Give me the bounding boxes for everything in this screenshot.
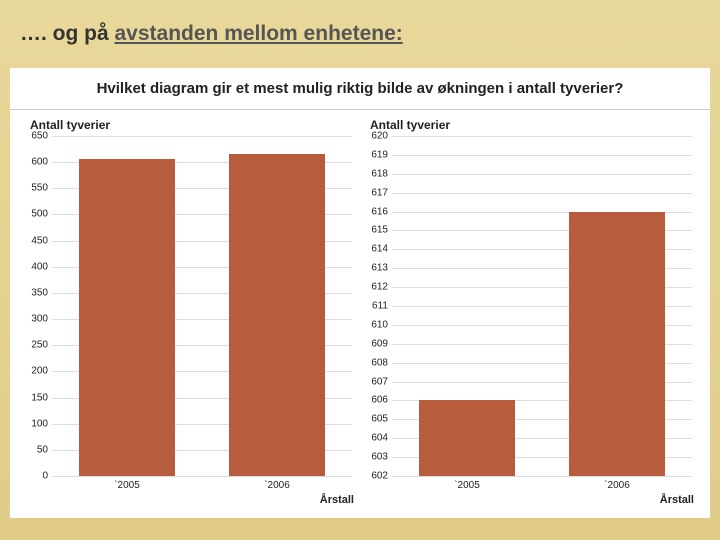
y-tick-label: 603 (371, 452, 388, 463)
y-tick-label: 450 (31, 235, 48, 246)
x-tick-label: `2005 (52, 480, 202, 491)
right-y-ticks: 6026036046056066076086096106116126136146… (364, 136, 390, 476)
x-tick-label: `2006 (542, 480, 692, 491)
y-tick-label: 616 (371, 206, 388, 217)
question-text: Hvilket diagram gir et mest mulig riktig… (10, 68, 710, 110)
right-chart: Antall tyverier 602603604605606607608609… (360, 110, 700, 508)
y-tick-label: 250 (31, 340, 48, 351)
bar (419, 400, 515, 476)
y-tick-label: 610 (371, 319, 388, 330)
bar (229, 154, 325, 476)
x-tick-label: `2006 (202, 480, 352, 491)
y-tick-label: 606 (371, 395, 388, 406)
gridline (392, 476, 692, 477)
y-tick-label: 650 (31, 131, 48, 142)
y-tick-label: 612 (371, 282, 388, 293)
y-tick-label: 620 (371, 131, 388, 142)
right-chart-title: Antall tyverier (364, 118, 696, 132)
left-x-labels: `2005`2006 (52, 480, 352, 491)
y-tick-label: 607 (371, 376, 388, 387)
x-tick-label: `2005 (392, 480, 542, 491)
charts-container: Antall tyverier 050100150200250300350400… (10, 110, 710, 518)
y-tick-label: 602 (371, 471, 388, 482)
y-tick-label: 0 (42, 471, 48, 482)
y-tick-label: 400 (31, 261, 48, 272)
right-plot-area: 6026036046056066076086096106116126136146… (392, 136, 692, 476)
y-tick-label: 200 (31, 366, 48, 377)
y-tick-label: 100 (31, 418, 48, 429)
y-tick-label: 614 (371, 244, 388, 255)
left-x-axis-title: Årstall (320, 494, 354, 506)
bar (569, 212, 665, 476)
y-tick-label: 617 (371, 187, 388, 198)
title-underlined: avstanden mellom enhetene: (115, 22, 403, 45)
left-y-ticks: 050100150200250300350400450500550600650 (24, 136, 50, 476)
y-tick-label: 618 (371, 168, 388, 179)
left-plot-area: 050100150200250300350400450500550600650 (52, 136, 352, 476)
y-tick-label: 615 (371, 225, 388, 236)
right-x-axis-title: Årstall (660, 494, 694, 506)
title-prefix: …. og på (20, 22, 115, 45)
right-bars (392, 136, 692, 476)
left-chart-title: Antall tyverier (24, 118, 356, 132)
right-x-labels: `2005`2006 (392, 480, 692, 491)
y-tick-label: 50 (37, 444, 48, 455)
y-tick-label: 611 (372, 301, 388, 312)
slide-title: …. og på avstanden mellom enhetene: (0, 0, 720, 56)
y-tick-label: 619 (371, 149, 388, 160)
y-tick-label: 613 (371, 263, 388, 274)
y-tick-label: 150 (31, 392, 48, 403)
y-tick-label: 605 (371, 414, 388, 425)
y-tick-label: 300 (31, 314, 48, 325)
y-tick-label: 350 (31, 287, 48, 298)
left-chart: Antall tyverier 050100150200250300350400… (20, 110, 360, 508)
y-tick-label: 608 (371, 357, 388, 368)
y-tick-label: 604 (371, 433, 388, 444)
y-tick-label: 550 (31, 183, 48, 194)
gridline (52, 476, 352, 477)
y-tick-label: 600 (31, 157, 48, 168)
bottom-fade (0, 528, 720, 540)
left-bars (52, 136, 352, 476)
y-tick-label: 500 (31, 209, 48, 220)
y-tick-label: 609 (371, 338, 388, 349)
bar (79, 159, 175, 476)
